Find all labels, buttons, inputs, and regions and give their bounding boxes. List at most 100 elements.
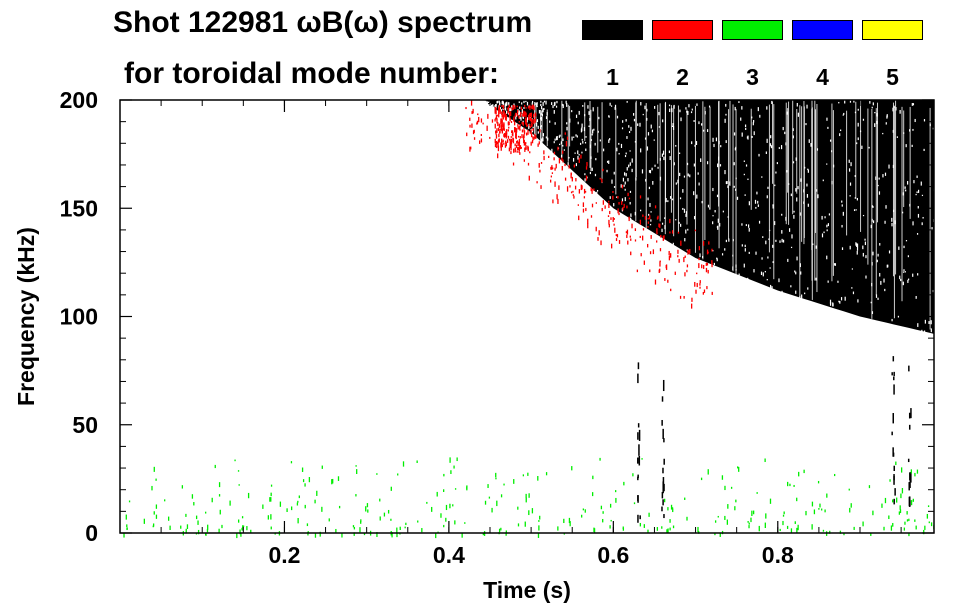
band-gap [817,194,819,199]
mode-3-point [522,474,525,477]
mode-3-point [904,521,906,525]
band-gap [682,189,684,193]
band-gap [518,111,520,116]
band-gap [778,147,780,149]
mode-3-point [440,513,442,518]
mode-3-point [803,469,805,474]
mode-3-point [769,498,772,504]
mode-2-point [529,123,531,127]
mode-3-point [155,514,158,519]
band-gap [796,256,798,261]
mode-3-point [218,482,221,488]
legend-label-mode-5: 5 [886,64,899,90]
band-streak [673,105,675,237]
mode-3-point [242,525,245,528]
mode-2-point [669,231,671,234]
band-gap [669,196,672,199]
mode-3-point [527,472,529,476]
band-gap [540,125,543,127]
band-gap [888,250,891,254]
mode-2-point [491,119,494,123]
mode-2-point [508,121,510,126]
band-gap [679,172,681,177]
band-streak [590,109,592,172]
band-gap [653,139,655,141]
band-streak [659,103,661,222]
band-gap [542,133,545,137]
band-gap [790,285,792,288]
mode-2-point [711,260,713,265]
mode-3-point [571,466,573,471]
mode-2-point [498,111,500,118]
mode-2-point [469,117,471,121]
band-gap [630,215,632,217]
mode-2-point [683,257,685,263]
mode-3-point [747,521,749,523]
mode-2-point [530,129,532,135]
band-gap [669,108,671,113]
mode-2-point [612,195,614,200]
band-gap [572,158,575,162]
mode-2-point [527,145,529,150]
band-gap [620,143,623,149]
mode-3-point [426,501,428,504]
band-gap [902,281,904,286]
mode-1-streak [893,384,895,395]
band-gap [596,191,598,196]
mode-1-streak [637,495,639,502]
band-gap [672,242,674,245]
mode-2-point [707,269,709,274]
band-gap [553,102,556,107]
mode-2-point [573,195,575,199]
mode-2-point [527,129,529,135]
band-gap [741,244,743,247]
band-gap [917,206,919,209]
band-gap [770,145,773,149]
mode-2-point [534,133,536,138]
mode-3-point [500,494,503,498]
mode-3-point [667,507,669,511]
mode-3-point [789,483,791,487]
band-streak [735,108,737,283]
band-gap [856,250,858,255]
mode-3-point [314,532,317,538]
mode-3-point [270,497,272,502]
band-gap [623,172,626,176]
mode-2-point [512,138,515,144]
mode-2-point [487,113,489,119]
band-gap [606,160,609,163]
mode-3-point [443,473,445,477]
mode-2-point [505,132,508,137]
band-gap [800,178,802,182]
band-gap [807,169,809,173]
band-gap [598,116,600,120]
band-gap [758,220,761,224]
mode-2-point [516,147,519,150]
band-gap [508,102,510,106]
band-gap [671,125,674,127]
mode-2-point [507,121,510,126]
band-gap [528,123,530,128]
band-gap [542,108,544,113]
mode-1-streak [637,457,639,464]
mode-2-point [514,143,516,147]
band-gap [523,100,525,104]
mode-3-point [197,529,200,535]
mode-2-point [497,122,499,127]
band-gap [757,204,759,207]
band-gap [629,150,631,152]
band-gap [787,258,789,262]
band-gap [855,242,857,246]
y-tick-label: 150 [60,195,98,221]
mode-2-point [662,235,664,241]
band-gap [917,273,919,276]
band-gap [651,129,654,133]
mode-3-point [211,497,213,503]
band-gap [725,181,727,184]
mode-2-point [502,125,505,131]
legend-swatch-mode-3 [722,20,783,40]
band-gap [589,171,592,175]
mode-2-point [705,267,708,273]
band-gap [879,272,881,277]
band-gap [540,100,542,103]
